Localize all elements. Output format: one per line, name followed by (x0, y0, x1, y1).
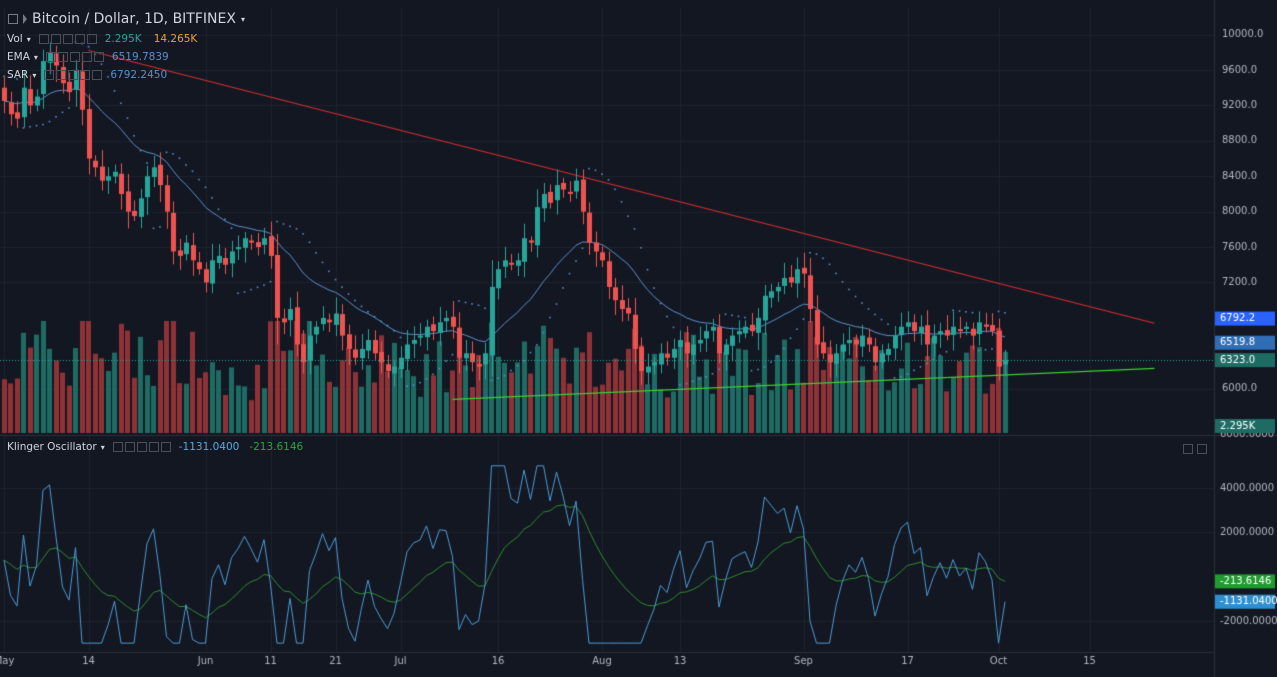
chevron-down-icon[interactable]: ▾ (26, 34, 31, 44)
add-icon[interactable] (81, 52, 92, 62)
close-icon[interactable] (92, 70, 103, 80)
settings-icon[interactable] (50, 34, 61, 44)
indicator-name[interactable]: SAR (7, 69, 29, 81)
indicator-controls (45, 52, 104, 62)
indicator-name[interactable]: Vol (7, 33, 23, 45)
close-icon[interactable] (160, 442, 171, 452)
chevron-down-icon[interactable]: ▾ (33, 52, 38, 62)
eye-icon[interactable] (112, 442, 123, 452)
oscillator-controls (112, 442, 171, 452)
source-icon[interactable] (68, 70, 79, 80)
chevron-down-icon[interactable]: ▾ (240, 14, 245, 24)
source-icon[interactable] (62, 34, 73, 44)
indicator-controls (38, 34, 97, 44)
indicator-row-vol: Vol ▾ 2.295K 14.265K (7, 33, 197, 45)
chevron-down-icon[interactable]: ▾ (32, 70, 37, 80)
oscillator-legend: Klinger Oscillator ▾ -1131.0400 -213.614… (7, 441, 303, 453)
chevron-down-icon[interactable]: ▾ (100, 442, 105, 452)
add-icon[interactable] (148, 442, 159, 452)
indicator-value: 6519.7839 (111, 51, 169, 63)
indicator-controls (44, 70, 103, 80)
indicator-row-ema: EMA ▾ 6519.7839 (7, 51, 169, 63)
eye-icon[interactable] (45, 52, 56, 62)
indicator-value: 2.295K (104, 33, 142, 45)
settings-icon[interactable] (124, 442, 135, 452)
symbol-title[interactable]: Bitcoin / Dollar, 1D, BITFINEX (32, 11, 236, 27)
settings-icon[interactable] (57, 52, 68, 62)
eye-icon[interactable] (44, 70, 55, 80)
oscillator-name[interactable]: Klinger Oscillator (7, 441, 97, 453)
add-icon[interactable] (80, 70, 91, 80)
close-icon[interactable] (93, 52, 104, 62)
collapse-icon[interactable] (8, 14, 18, 24)
chart-header: Bitcoin / Dollar, 1D, BITFINEX ▾ (8, 11, 245, 27)
settings-icon[interactable] (56, 70, 67, 80)
oscillator-value-1: -1131.0400 (178, 441, 240, 453)
source-icon[interactable] (69, 52, 80, 62)
indicator-row-sar: SAR ▾ 6792.2450 (7, 69, 167, 81)
source-icon[interactable] (136, 442, 147, 452)
oscillator-value-2: -213.6146 (249, 441, 304, 453)
eye-icon[interactable] (38, 34, 49, 44)
indicator-value: 6792.2450 (110, 69, 168, 81)
close-icon[interactable] (86, 34, 97, 44)
pane-maximize-icon[interactable] (1197, 444, 1207, 454)
add-icon[interactable] (74, 34, 85, 44)
pane-up-icon[interactable] (1183, 444, 1193, 454)
indicator-name[interactable]: EMA (7, 51, 30, 63)
flag-icon[interactable] (23, 14, 27, 24)
indicator-value: 14.265K (153, 33, 198, 45)
